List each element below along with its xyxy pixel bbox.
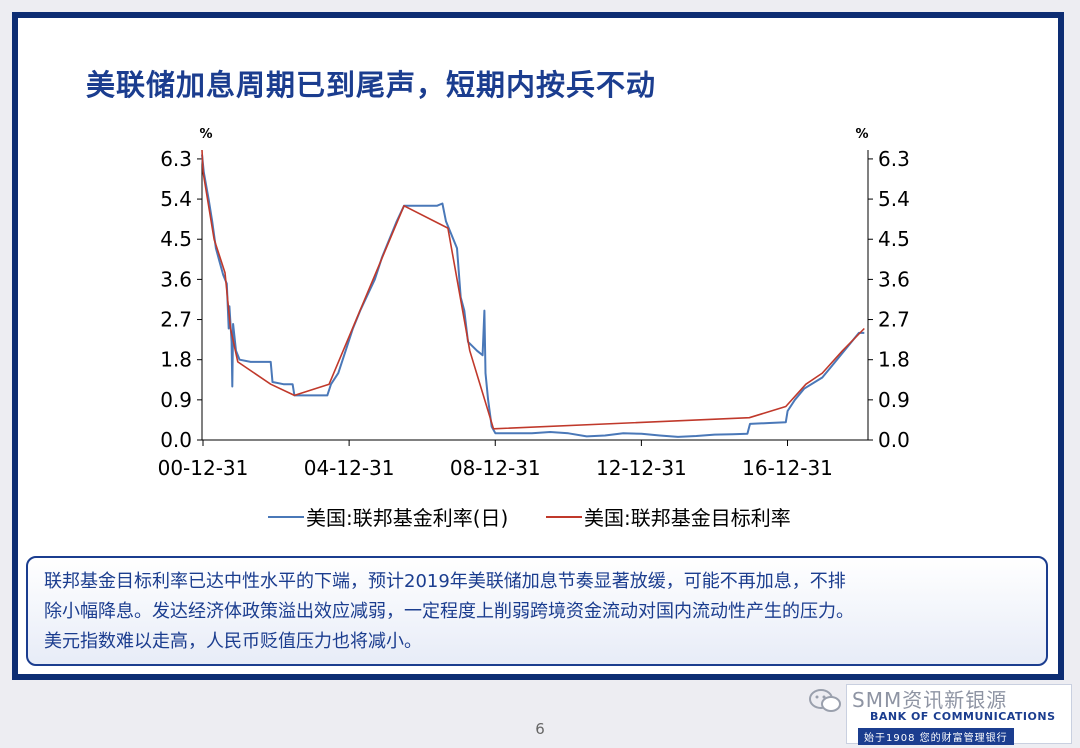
chart-axes: % % 0.0 0.0 0.9 0.9 1.8 1.8 2.7 2.7 3.6 3.6 4.5 4.5 5.…: [158, 127, 910, 480]
y-tick-label-left: 2.7: [160, 308, 192, 332]
y-tick-label-left: 3.6: [160, 267, 192, 291]
y-tick-label-right: 0.9: [878, 388, 910, 412]
wechat-icon: [809, 689, 841, 712]
legend-label-2: 美国:联邦基金目标利率: [584, 506, 791, 530]
y-tick-label-left: 1.8: [160, 348, 192, 372]
series-line-1: [201, 154, 865, 438]
watermark-text: SMM资讯新银源: [852, 688, 1008, 712]
y-tick-label-left: 4.5: [160, 227, 192, 251]
y-tick-label-right: 1.8: [878, 348, 910, 372]
summary-line-2: 除小幅降息。发达经济体政策溢出效应减弱，一定程度上削弱跨境资金流动对国内流动性产…: [44, 601, 854, 622]
y-tick-label-left: 5.4: [160, 187, 192, 211]
y-unit-left: %: [199, 127, 212, 142]
summary-line-3: 美元指数难以走高，人民币贬值压力也将减小。: [44, 631, 422, 652]
y-tick-label-left: 0.0: [160, 428, 192, 452]
series-line-2: [201, 149, 865, 430]
x-tick-label: 00-12-31: [158, 456, 249, 480]
fed-funds-rate-chart: % % 0.0 0.0 0.9 0.9 1.8 1.8 2.7 2.7 3.6 3.6 4.5 4.5 5.…: [158, 127, 910, 530]
y-unit-right: %: [855, 127, 868, 142]
y-tick-label-right: 6.3: [878, 147, 910, 171]
y-tick-label-right: 3.6: [878, 267, 910, 291]
x-tick-label: 16-12-31: [742, 456, 833, 480]
slide-title: 美联储加息周期已到尾声，短期内按兵不动: [86, 68, 657, 102]
bank-slogan: 始于1908 您的财富管理银行: [858, 728, 1014, 745]
page-number: 6: [535, 720, 545, 738]
y-tick-label-right: 5.4: [878, 187, 910, 211]
x-tick-label: 12-12-31: [596, 456, 687, 480]
y-tick-label-left: 6.3: [160, 147, 192, 171]
summary-text-box: 联邦基金目标利率已达中性水平的下端，预计2019年美联储加息节奏显著放缓，可能不…: [26, 556, 1048, 666]
legend-label-1: 美国:联邦基金利率(日): [306, 506, 508, 530]
y-tick-label-right: 2.7: [878, 308, 910, 332]
chart-series: [201, 149, 865, 438]
x-tick-label: 08-12-31: [450, 456, 541, 480]
summary-line-1: 联邦基金目标利率已达中性水平的下端，预计2019年美联储加息节奏显著放缓，可能不…: [44, 571, 846, 592]
bank-name-en: BANK OF COMMUNICATIONS: [870, 710, 1056, 723]
y-tick-label-left: 0.9: [160, 388, 192, 412]
y-tick-label-right: 0.0: [878, 428, 910, 452]
y-tick-label-right: 4.5: [878, 227, 910, 251]
chart-legend: 美国:联邦基金利率(日) 美国:联邦基金目标利率: [268, 506, 791, 530]
x-tick-label: 04-12-31: [304, 456, 395, 480]
